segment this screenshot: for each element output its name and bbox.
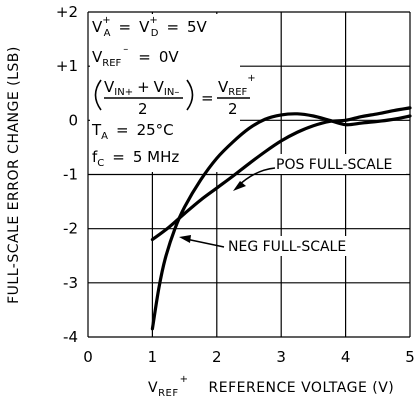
svg-text:2: 2 <box>228 100 238 118</box>
x-tick-label: 5 <box>405 348 414 366</box>
x-axis-title-sup: + <box>180 374 189 385</box>
annotation-pos: POS FULL-SCALE <box>233 154 406 191</box>
x-axis-title: VREF+ REFERENCE VOLTAGE (V) <box>148 374 394 399</box>
cond-line-1: V+ A = V+ D = 5V <box>92 15 208 39</box>
tick-labels: 0 1 2 3 4 5 -4 -3 -2 -1 0 +1 +2 <box>56 3 414 366</box>
x-tick-label: 3 <box>276 348 286 366</box>
paren-right <box>186 79 194 111</box>
paren-left <box>94 79 102 111</box>
y-tick-label: -3 <box>63 274 78 292</box>
cond-line-3: VIN+ + VIN– 2 = VREF+ 2 <box>94 73 256 118</box>
y-tick-label: -1 <box>63 166 78 184</box>
y-tick-label: -2 <box>63 220 78 238</box>
svg-text:VREF+: VREF+ <box>218 73 256 98</box>
conditions-block: V+ A = V+ D = 5V VREF– = 0V VIN+ + VIN– 2 = VREF+ … <box>90 14 256 172</box>
x-tick-label: 4 <box>341 348 351 366</box>
x-axis-title-sub: REF <box>158 388 179 399</box>
y-tick-label: -4 <box>63 328 78 346</box>
y-tick-label: 0 <box>68 111 78 129</box>
annotation-neg-label: NEG FULL-SCALE <box>228 239 346 255</box>
conditions-background <box>90 14 240 172</box>
cond-line-2: VREF– = 0V <box>92 44 179 69</box>
series-line-pos-full-scale <box>150 106 412 242</box>
cond-line-5: fC = 5 MHz <box>92 148 179 169</box>
x-axis-title-rest: REFERENCE VOLTAGE (V) <box>209 380 395 396</box>
svg-text:VIN++VIN–: VIN+ + VIN– <box>104 78 179 98</box>
cond-line-4: TA = 25°C <box>91 121 174 142</box>
annotation-neg: NEG FULL-SCALE <box>179 235 366 256</box>
x-tick-label: 2 <box>212 348 222 366</box>
annotation-pos-label: POS FULL-SCALE <box>276 157 392 173</box>
svg-text:=: = <box>201 89 214 107</box>
y-tick-label: +1 <box>56 57 78 75</box>
series-line-neg-full-scale <box>150 112 412 331</box>
y-tick-label: +2 <box>56 3 78 21</box>
annotation-neg-background <box>226 236 366 256</box>
svg-text:2: 2 <box>138 100 148 118</box>
y-axis-title: FULL-SCALE ERROR CHANGE (LSB) <box>6 46 22 304</box>
x-axis-title-v: V <box>148 380 158 396</box>
x-tick-label: 0 <box>83 348 93 366</box>
annotation-neg-arrowhead <box>179 235 191 243</box>
annotation-pos-arrowhead <box>233 181 246 191</box>
x-tick-label: 1 <box>148 348 158 366</box>
annotation-neg-arrow <box>185 238 225 248</box>
annotation-pos-background <box>270 154 406 174</box>
series <box>150 106 412 331</box>
